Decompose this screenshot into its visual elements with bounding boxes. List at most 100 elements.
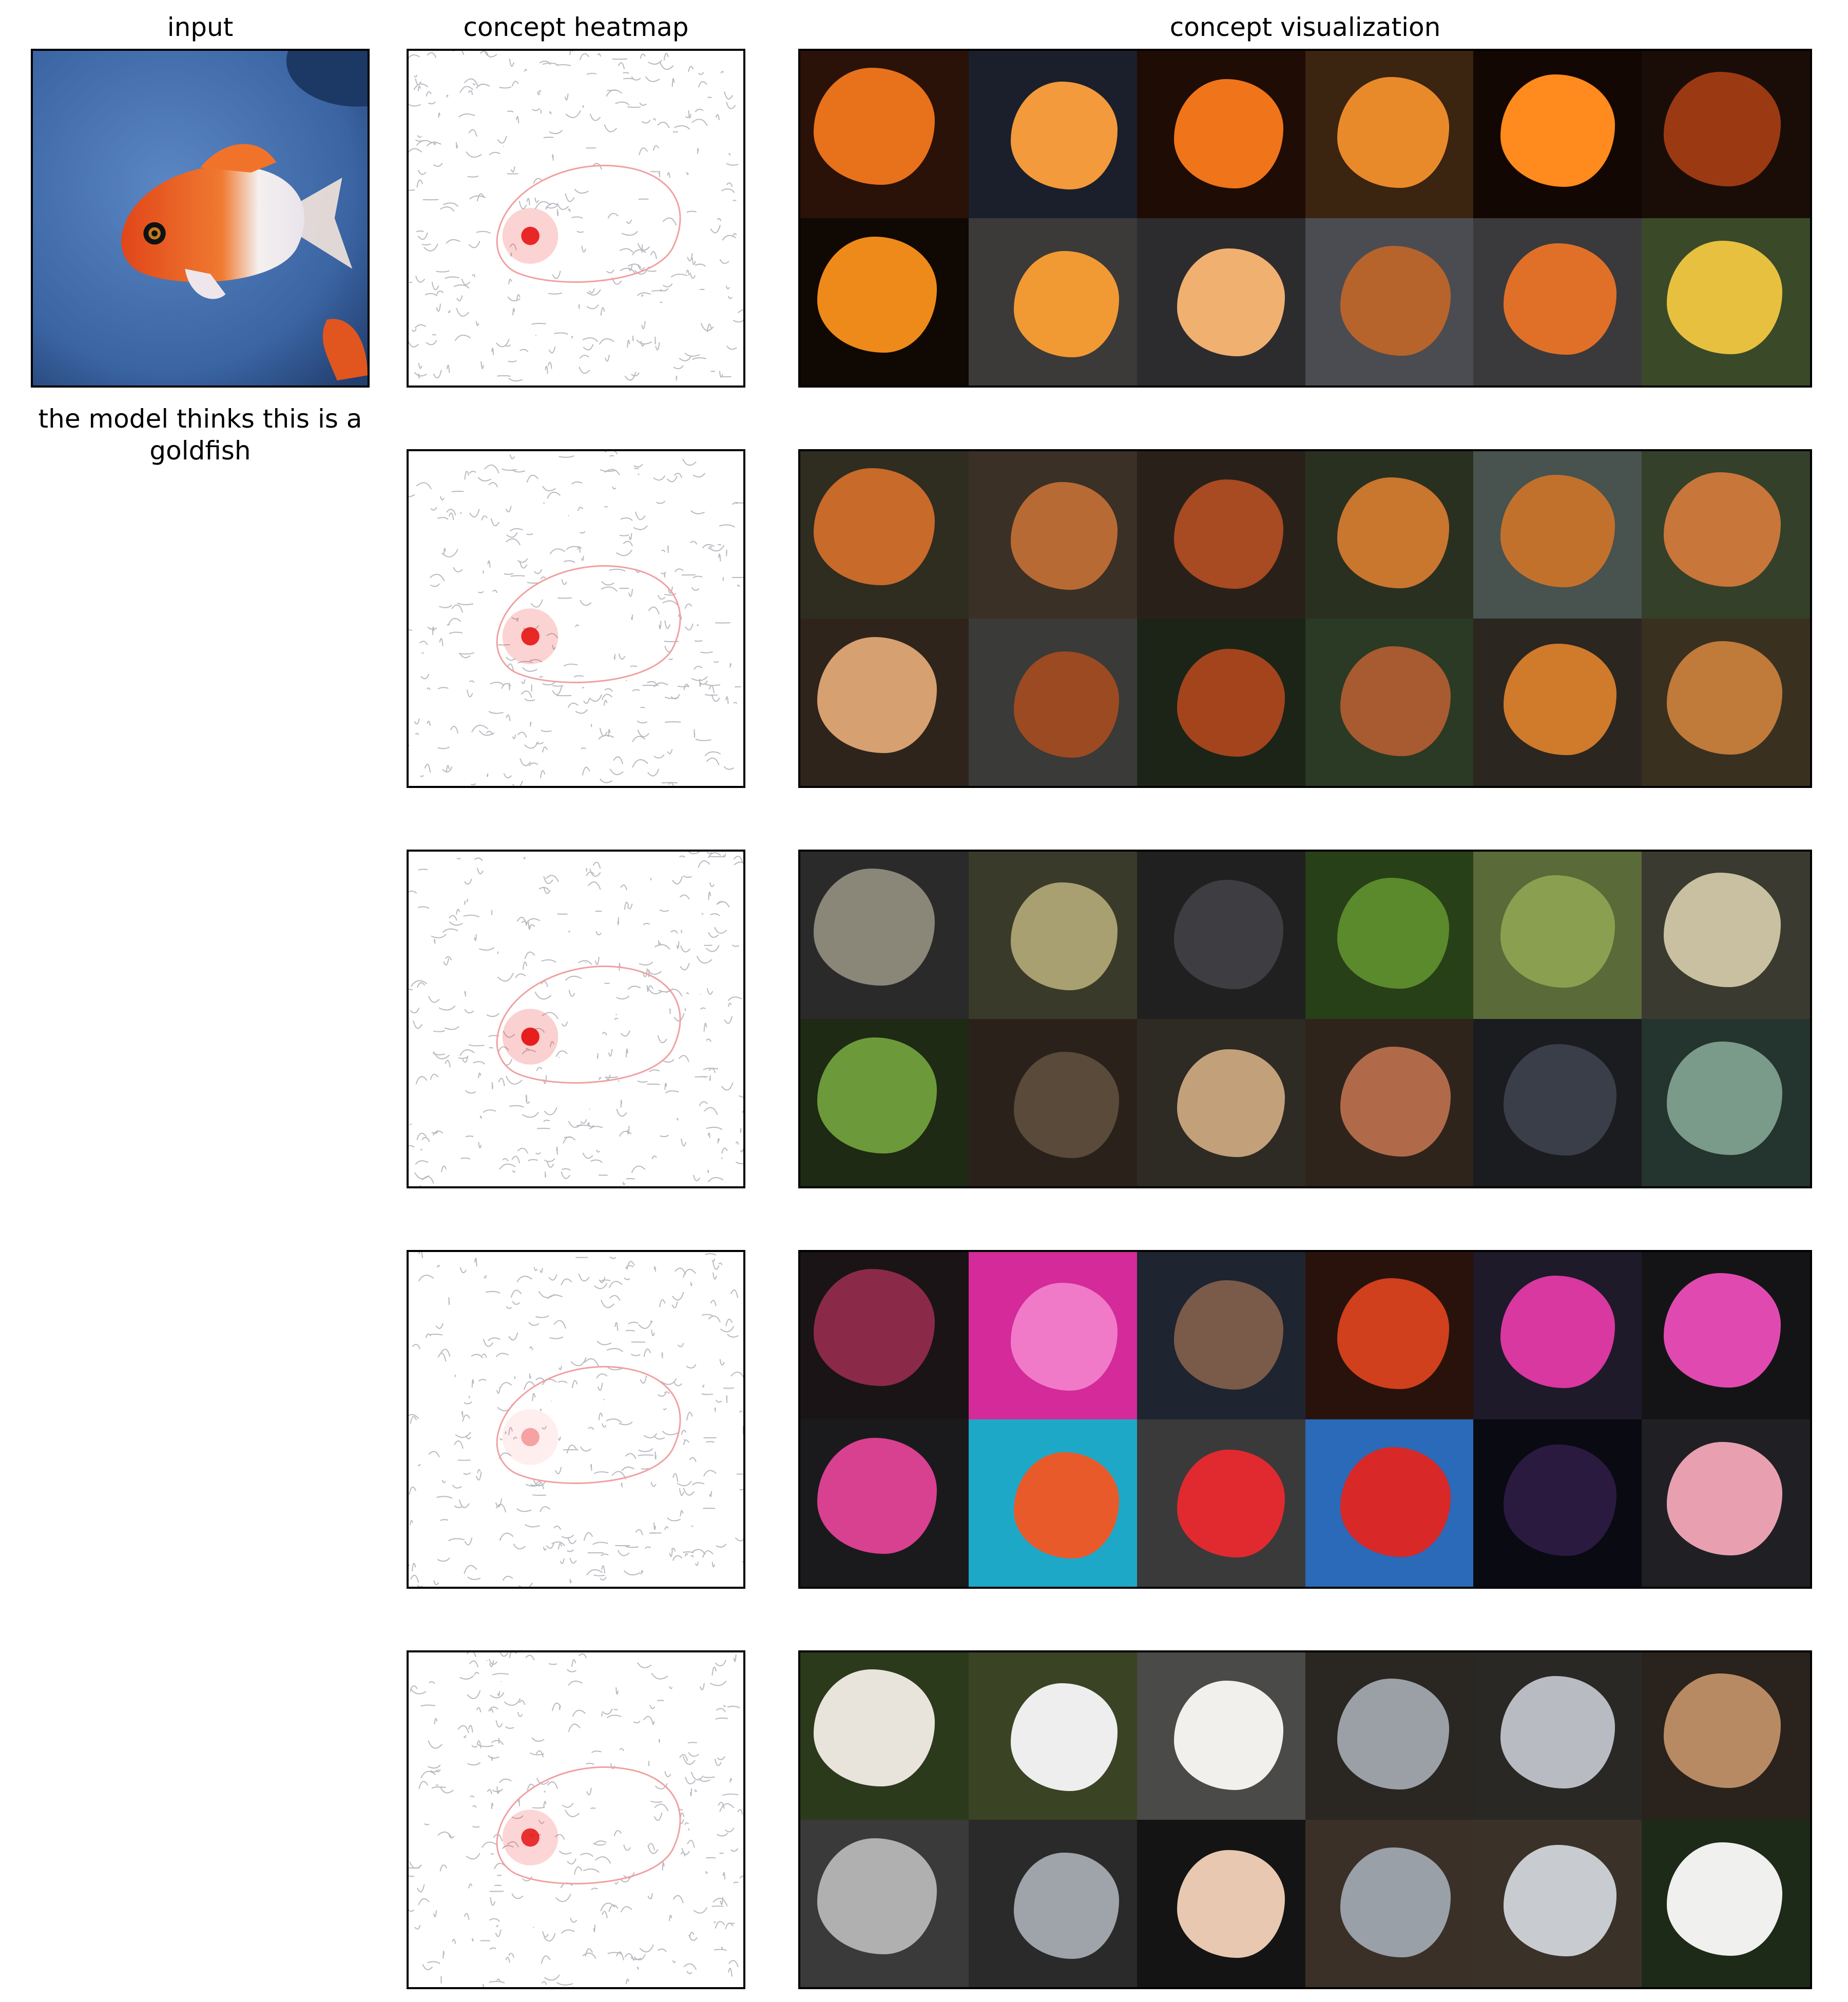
concept-tile-highlight bbox=[1173, 479, 1283, 589]
concept-tile-highlight bbox=[817, 1838, 937, 1954]
concept-tile bbox=[968, 1252, 1137, 1419]
concept-tile bbox=[1642, 1652, 1810, 1820]
concept-tile bbox=[1642, 852, 1810, 1019]
concept-tile bbox=[1137, 1419, 1305, 1587]
concept-tile-highlight bbox=[1663, 71, 1781, 186]
concept-tile-highlight bbox=[1500, 875, 1615, 988]
concept-tile bbox=[1137, 852, 1305, 1019]
concept-tile-highlight bbox=[817, 1437, 937, 1554]
concept-tile-highlight bbox=[1663, 472, 1781, 587]
concept-tile-highlight bbox=[1663, 1673, 1781, 1788]
concept-tile bbox=[1137, 1252, 1305, 1419]
concept-heatmap-5 bbox=[407, 1650, 745, 1989]
concept-tile-highlight bbox=[1173, 79, 1283, 189]
concept-tile bbox=[1642, 1820, 1810, 1987]
concept-tile bbox=[800, 1419, 969, 1587]
concept-tile bbox=[1642, 51, 1810, 218]
concept-tile bbox=[968, 51, 1137, 218]
concept-tile bbox=[800, 1820, 969, 1987]
input-image bbox=[31, 49, 370, 388]
concept-tile-highlight bbox=[1337, 76, 1449, 188]
concept-tile-highlight bbox=[814, 868, 935, 986]
concept-tile-highlight bbox=[1010, 882, 1118, 991]
concept-tile bbox=[1473, 619, 1642, 786]
concept-tile-highlight bbox=[1014, 1852, 1120, 1959]
concept-tile-highlight bbox=[1340, 245, 1451, 356]
concept-tile-highlight bbox=[814, 1268, 935, 1386]
concept-tile bbox=[968, 1652, 1137, 1820]
concept-tile-highlight bbox=[1504, 1444, 1616, 1556]
concept-tile-highlight bbox=[1667, 1042, 1782, 1155]
concept-tile bbox=[1305, 1252, 1474, 1419]
concept-tile bbox=[1473, 51, 1642, 218]
concept-tile bbox=[800, 619, 969, 786]
concept-tile-highlight bbox=[1667, 641, 1782, 755]
prediction-caption: the model thinks this is a goldfish bbox=[38, 404, 362, 466]
concept-tile bbox=[1473, 1419, 1642, 1587]
concept-tile bbox=[1642, 1019, 1810, 1186]
concept-heatmap-3 bbox=[407, 850, 745, 1188]
concept-tile bbox=[800, 1252, 969, 1419]
concept-tile bbox=[1473, 451, 1642, 619]
concept-tile bbox=[1642, 218, 1810, 386]
concept-tile-highlight bbox=[1500, 74, 1615, 187]
concept-tile-highlight bbox=[1340, 646, 1451, 756]
concept-tile-highlight bbox=[1177, 648, 1285, 757]
concept-tile bbox=[1642, 619, 1810, 786]
concept-tile bbox=[1305, 619, 1474, 786]
concept-tile-highlight bbox=[1010, 482, 1118, 590]
concept-visualization-grid-3 bbox=[798, 850, 1812, 1188]
concept-tile-highlight bbox=[814, 67, 935, 185]
concept-tile-highlight bbox=[1010, 1683, 1118, 1792]
concept-tile bbox=[1137, 451, 1305, 619]
concept-tile bbox=[968, 218, 1137, 386]
concept-tile bbox=[1305, 51, 1474, 218]
concept-tile bbox=[1473, 218, 1642, 386]
concept-tile-highlight bbox=[1504, 1044, 1616, 1156]
concept-tile bbox=[1642, 1252, 1810, 1419]
concept-tile bbox=[1473, 1019, 1642, 1186]
concept-tile bbox=[1305, 1019, 1474, 1186]
concept-tile-highlight bbox=[1014, 651, 1120, 758]
concept-tile-highlight bbox=[1667, 241, 1782, 354]
concept-tile bbox=[1137, 1019, 1305, 1186]
concept-tile-highlight bbox=[1337, 877, 1449, 989]
concept-tile bbox=[1305, 1419, 1474, 1587]
concept-tile bbox=[1642, 1419, 1810, 1587]
concept-tile-highlight bbox=[1010, 82, 1118, 190]
concept-tile bbox=[1473, 1252, 1642, 1419]
concept-tile-highlight bbox=[814, 468, 935, 585]
concept-tile bbox=[1305, 218, 1474, 386]
concept-visualization-grid-5 bbox=[798, 1650, 1812, 1989]
concept-tile-highlight bbox=[1504, 643, 1616, 756]
concept-tile-highlight bbox=[1340, 1847, 1451, 1957]
concept-tile-highlight bbox=[814, 1669, 935, 1786]
concept-heatmap-4 bbox=[407, 1250, 745, 1589]
concept-tile bbox=[1642, 451, 1810, 619]
concept-tile bbox=[1137, 1652, 1305, 1820]
input-title: input bbox=[167, 12, 234, 42]
concept-tile bbox=[1137, 51, 1305, 218]
concept-tile-highlight bbox=[1173, 1681, 1283, 1791]
concept-tile-highlight bbox=[817, 1037, 937, 1153]
concept-tile bbox=[1137, 218, 1305, 386]
concept-tile bbox=[1473, 1820, 1642, 1987]
concept-tile bbox=[800, 1019, 969, 1186]
concept-tile bbox=[800, 1652, 969, 1820]
concept-tile-highlight bbox=[1340, 1046, 1451, 1157]
concept-tile-highlight bbox=[1337, 1278, 1449, 1389]
concept-tile bbox=[800, 218, 969, 386]
concept-tile bbox=[1137, 619, 1305, 786]
concept-tile-highlight bbox=[1500, 1676, 1615, 1789]
concept-tile-highlight bbox=[1504, 243, 1616, 355]
concept-tile-highlight bbox=[1340, 1447, 1451, 1557]
concept-tile bbox=[1137, 1820, 1305, 1987]
concept-tile-highlight bbox=[1014, 251, 1120, 358]
concept-tile-highlight bbox=[1500, 474, 1615, 588]
concept-visualization-grid-1 bbox=[798, 49, 1812, 388]
concept-visualization-grid-2 bbox=[798, 449, 1812, 788]
concept-tile-highlight bbox=[1177, 1449, 1285, 1558]
concept-tile-highlight bbox=[1663, 1273, 1781, 1388]
concept-tile-highlight bbox=[1177, 1850, 1285, 1958]
concept-tile-highlight bbox=[1173, 1280, 1283, 1390]
